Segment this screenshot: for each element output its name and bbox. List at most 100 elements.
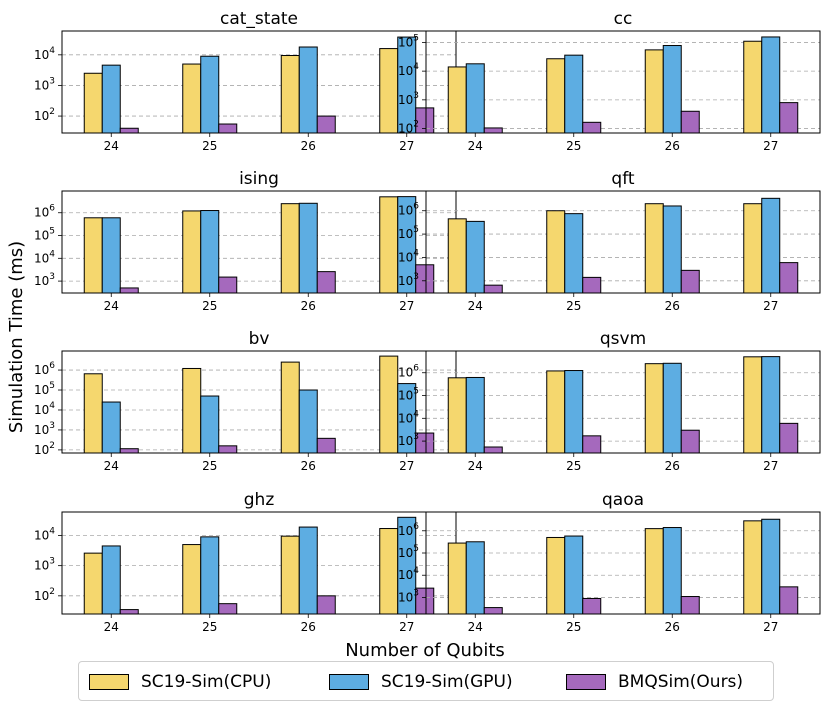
y-tick-label: 104 bbox=[34, 401, 55, 417]
bar-ghz-sc19-sim-cpu--25 bbox=[182, 544, 202, 615]
x-tick-label: 26 bbox=[665, 620, 680, 634]
subplot-title: cc bbox=[614, 9, 633, 29]
legend-item-cpu: SC19-Sim(CPU) bbox=[89, 671, 271, 693]
bar-ghz-sc19-sim-cpu--26 bbox=[280, 535, 300, 615]
bar-qsvm-sc19-sim-cpu--24 bbox=[447, 377, 467, 454]
bar-ghz-sc19-sim-gpu--25 bbox=[200, 536, 220, 615]
bar-bv-bmqsim-ours--26 bbox=[316, 437, 336, 454]
subplot-title: qft bbox=[611, 169, 634, 189]
x-tick-label: 26 bbox=[665, 299, 680, 313]
y-tick-label: 104 bbox=[34, 46, 55, 62]
bar-qft-sc19-sim-gpu--25 bbox=[564, 213, 584, 294]
subplot-bv: bv 102 103 104 105 106 24 25 26 27 bbox=[34, 329, 457, 473]
bar-qsvm-sc19-sim-gpu--25 bbox=[564, 370, 584, 454]
y-tick-label: 106 bbox=[398, 364, 419, 380]
legend: SC19-Sim(CPU) SC19-Sim(GPU) BMQSim(Ours) bbox=[78, 661, 774, 701]
bar-cc-bmqsim-ours--26 bbox=[680, 110, 700, 134]
x-tick-label: 26 bbox=[301, 620, 316, 634]
bar-ising-sc19-sim-gpu--24 bbox=[101, 217, 121, 294]
bar-ghz-sc19-sim-gpu--26 bbox=[298, 526, 318, 615]
x-tick-label: 26 bbox=[665, 139, 680, 153]
bar-cc-bmqsim-ours--27 bbox=[779, 102, 799, 134]
bar-qaoa-sc19-sim-gpu--26 bbox=[662, 527, 682, 615]
y-tick-label: 102 bbox=[34, 441, 55, 457]
y-tick-label: 103 bbox=[34, 76, 55, 92]
x-tick-label: 24 bbox=[104, 299, 119, 313]
bar-cc-sc19-sim-gpu--27 bbox=[761, 36, 781, 134]
bar-ising-sc19-sim-cpu--27 bbox=[379, 196, 399, 294]
bar-cc-sc19-sim-cpu--27 bbox=[743, 40, 763, 134]
bar-cc-sc19-sim-cpu--26 bbox=[644, 49, 664, 134]
bar-qaoa-bmqsim-ours--26 bbox=[680, 596, 700, 615]
legend-label-gpu: SC19-Sim(GPU) bbox=[381, 672, 513, 692]
bar-ising-bmqsim-ours--26 bbox=[316, 271, 336, 294]
bar-ising-sc19-sim-gpu--25 bbox=[200, 210, 220, 294]
subplot-title: cat_state bbox=[220, 9, 298, 29]
bar-ghz-sc19-sim-cpu--27 bbox=[379, 528, 399, 615]
x-tick-label: 27 bbox=[763, 459, 778, 473]
subplot-grid: cat_state 102 103 104 24 25 26 27 cc 102 103 104 105… bbox=[34, 9, 821, 634]
bar-ghz-bmqsim-ours--24 bbox=[119, 609, 139, 615]
bar-ghz-bmqsim-ours--26 bbox=[316, 595, 336, 615]
bar-bv-sc19-sim-cpu--27 bbox=[379, 355, 399, 454]
plot-frame bbox=[425, 350, 821, 454]
bar-qft-bmqsim-ours--26 bbox=[680, 269, 700, 294]
x-tick-label: 24 bbox=[468, 620, 483, 634]
bar-ghz-sc19-sim-cpu--24 bbox=[83, 552, 103, 615]
plot-frame bbox=[425, 190, 821, 294]
subplot-cat-state: cat_state 102 103 104 24 25 26 27 bbox=[34, 9, 457, 153]
bar-qsvm-bmqsim-ours--26 bbox=[680, 429, 700, 454]
subplot-title: ising bbox=[239, 169, 279, 189]
y-tick-label: 102 bbox=[34, 107, 55, 123]
x-tick-label: 25 bbox=[202, 620, 217, 634]
x-tick-label: 24 bbox=[468, 299, 483, 313]
y-tick-label: 103 bbox=[34, 557, 55, 573]
y-axis-label: Simulation Time (ms) bbox=[6, 241, 27, 433]
bar-qsvm-sc19-sim-gpu--26 bbox=[662, 362, 682, 454]
bar-ising-sc19-sim-cpu--25 bbox=[182, 210, 202, 294]
bar-bv-sc19-sim-cpu--25 bbox=[182, 367, 202, 454]
bar-qft-sc19-sim-gpu--26 bbox=[662, 205, 682, 294]
bar-qaoa-sc19-sim-cpu--25 bbox=[546, 536, 566, 615]
y-tick-label: 103 bbox=[34, 421, 55, 437]
bar-qaoa-bmqsim-ours--25 bbox=[582, 597, 602, 615]
legend-label-cpu: SC19-Sim(CPU) bbox=[141, 672, 272, 692]
y-tick-label: 106 bbox=[34, 204, 55, 220]
bar-ising-bmqsim-ours--25 bbox=[218, 276, 238, 294]
bar-bv-sc19-sim-gpu--26 bbox=[298, 389, 318, 454]
bar-cat-state-sc19-sim-cpu--26 bbox=[280, 55, 300, 134]
bar-cat-state-sc19-sim-gpu--24 bbox=[101, 64, 121, 134]
bar-ghz-sc19-sim-gpu--24 bbox=[101, 545, 121, 615]
bar-cat-state-sc19-sim-cpu--25 bbox=[182, 63, 202, 134]
x-tick-label: 25 bbox=[202, 139, 217, 153]
y-tick-label: 102 bbox=[34, 587, 55, 603]
bar-cc-bmqsim-ours--24 bbox=[483, 127, 503, 134]
bar-cc-sc19-sim-gpu--26 bbox=[662, 45, 682, 134]
bar-ghz-bmqsim-ours--25 bbox=[218, 603, 238, 615]
x-tick-label: 25 bbox=[566, 459, 581, 473]
x-axis-label: Number of Qubits bbox=[345, 640, 505, 660]
bar-qft-bmqsim-ours--25 bbox=[582, 276, 602, 294]
y-tick-label: 104 bbox=[34, 526, 55, 542]
x-tick-label: 27 bbox=[763, 620, 778, 634]
subplot-title: qaoa bbox=[602, 490, 644, 510]
x-tick-label: 25 bbox=[566, 299, 581, 313]
y-tick-label: 105 bbox=[34, 227, 55, 243]
y-tick-label: 105 bbox=[34, 381, 55, 397]
bar-qft-sc19-sim-gpu--24 bbox=[465, 220, 485, 294]
figure: Simulation Time (ms) Number of Qubits ca… bbox=[6, 9, 821, 660]
bar-bv-sc19-sim-gpu--25 bbox=[200, 395, 220, 454]
x-tick-label: 25 bbox=[202, 459, 217, 473]
bar-bv-sc19-sim-cpu--24 bbox=[83, 373, 103, 454]
bar-ising-sc19-sim-cpu--26 bbox=[280, 203, 300, 294]
bar-qsvm-sc19-sim-cpu--25 bbox=[546, 370, 566, 454]
bar-qsvm-sc19-sim-cpu--27 bbox=[743, 356, 763, 454]
x-tick-label: 24 bbox=[104, 620, 119, 634]
bar-qaoa-sc19-sim-cpu--27 bbox=[743, 520, 763, 615]
bar-qft-sc19-sim-cpu--25 bbox=[546, 210, 566, 294]
plot-frame bbox=[425, 30, 821, 134]
